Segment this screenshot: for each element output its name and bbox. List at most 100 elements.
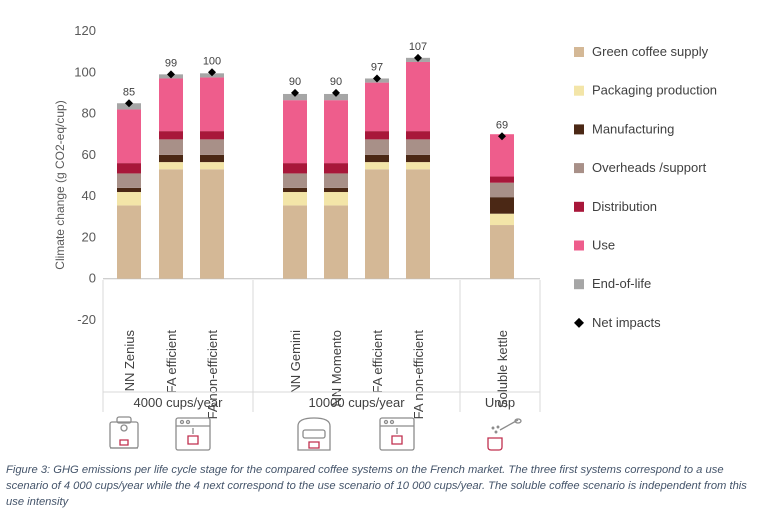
legend-label: Packaging production: [592, 83, 717, 98]
bar-segment: [159, 139, 183, 155]
group-label: 4000 cups/year: [134, 395, 224, 410]
bar-segment: [200, 139, 224, 155]
bar-segment: [490, 225, 514, 279]
legend-swatch: [574, 240, 584, 251]
bar-segment: [117, 109, 141, 164]
category-label: FA efficient: [164, 330, 179, 394]
net-impact-label: 90: [289, 76, 301, 88]
net-impact-label: 100: [203, 55, 221, 67]
y-tick-label: 120: [74, 23, 96, 38]
bar-segment: [159, 169, 183, 279]
bar-segment: [117, 163, 141, 174]
bar-segment: [117, 192, 141, 206]
bar-segment: [159, 154, 183, 163]
net-impact-label: 99: [165, 57, 177, 69]
group-label: Unsp: [485, 395, 515, 410]
bar-segment: [365, 131, 389, 140]
group-label: 10000 cups/year: [308, 395, 405, 410]
y-tick-label: -20: [77, 312, 96, 327]
legend-swatch: [574, 47, 584, 57]
chart: -20 0 20 40 60 80 100 120 85 99 100 90 90 97 107 69 NN…: [53, 23, 717, 451]
legend-label: Distribution: [592, 199, 657, 214]
legend-label: End-of-life: [592, 276, 651, 291]
fully-automatic-machine-icon: [379, 417, 415, 451]
net-impact-marker: [208, 68, 216, 77]
bar-segment: [283, 173, 307, 188]
bar-segment: [324, 173, 348, 188]
bar-segment: [200, 77, 224, 132]
legend-label: Green coffee supply: [592, 44, 709, 59]
bar-segment: [159, 78, 183, 132]
legend-swatch: [574, 85, 584, 96]
coffee-pod-machine-icon: [297, 417, 331, 451]
y-tick-label: 20: [82, 229, 96, 244]
y-tick-label: 60: [82, 147, 96, 162]
legend-label: Overheads /support: [592, 160, 707, 175]
bar-segment: [324, 93, 348, 101]
category-label: NN Zenius: [122, 330, 137, 392]
bar-segment: [365, 82, 389, 132]
net-impact-marker: [291, 88, 299, 97]
legend-label: Manufacturing: [592, 121, 674, 136]
figure-caption: Figure 3: GHG emissions per life cycle s…: [6, 464, 747, 508]
bar-segment: [324, 187, 348, 193]
y-tick-label: 100: [74, 64, 96, 79]
bar-segment: [200, 154, 224, 163]
net-impact-label: 69: [496, 119, 508, 131]
category-label: FA non-efficient: [205, 330, 220, 420]
bar-segment: [117, 205, 141, 279]
bar-segment: [200, 169, 224, 279]
legend-swatch: [574, 163, 584, 174]
legend-swatch: [574, 124, 584, 135]
y-tick-label: 40: [82, 188, 96, 203]
legend-swatch: [574, 317, 584, 328]
net-impact-marker: [167, 70, 175, 79]
legend-swatch: [574, 279, 584, 290]
bar-segment: [406, 162, 430, 170]
legend-label: Net impacts: [592, 315, 661, 330]
bar-segment: [283, 163, 307, 174]
bar-segment: [117, 173, 141, 188]
bar-segment: [159, 162, 183, 170]
category-labels: NN Zenius FA efficient FA non-efficient NN …: [122, 330, 510, 420]
bar-segment: [283, 93, 307, 101]
legend: Green coffee supply Packaging production M…: [574, 44, 717, 330]
category-label: Soluble kettle: [495, 330, 510, 408]
bar-segment: [490, 134, 514, 177]
bar-segment: [365, 169, 389, 279]
bar-segment: [490, 182, 514, 198]
category-label: FA non-efficient: [411, 330, 426, 420]
group-labels: 4000 cups/year 10000 cups/year Unsp: [102, 280, 541, 412]
bar-segment: [324, 205, 348, 279]
bar-segment: [490, 213, 514, 226]
bar-segment: [490, 176, 514, 183]
bars: 85 99 100 90 90 97 107 69: [117, 41, 514, 279]
bar-segment: [406, 154, 430, 163]
bar-segment: [406, 131, 430, 140]
y-tick-label: 80: [82, 106, 96, 121]
bar-segment: [490, 197, 514, 214]
net-impact-marker: [498, 132, 506, 141]
bar-segment: [365, 154, 389, 163]
y-tick-label: 0: [89, 271, 96, 286]
bar-segment: [324, 100, 348, 164]
bar-segment: [365, 162, 389, 170]
bar-segment: [406, 169, 430, 279]
net-impact-marker: [125, 99, 133, 108]
net-impact-marker: [414, 53, 422, 62]
net-impact-label: 107: [409, 41, 427, 53]
bar-segment: [159, 131, 183, 140]
net-impact-label: 85: [123, 86, 135, 98]
bar-segment: [200, 162, 224, 170]
bar-segment: [283, 100, 307, 164]
fully-automatic-machine-icon: [175, 417, 211, 451]
legend-label: Use: [592, 238, 615, 253]
bar-segment: [117, 187, 141, 193]
net-impact-marker: [373, 74, 381, 83]
net-impact-marker: [332, 88, 340, 97]
soluble-coffee-cup-icon: [487, 418, 522, 451]
bar-segment: [200, 131, 224, 140]
y-axis-ticks: -20 0 20 40 60 80 100 120: [74, 23, 540, 327]
net-impact-label: 90: [330, 76, 342, 88]
category-label: FA efficient: [370, 330, 385, 394]
